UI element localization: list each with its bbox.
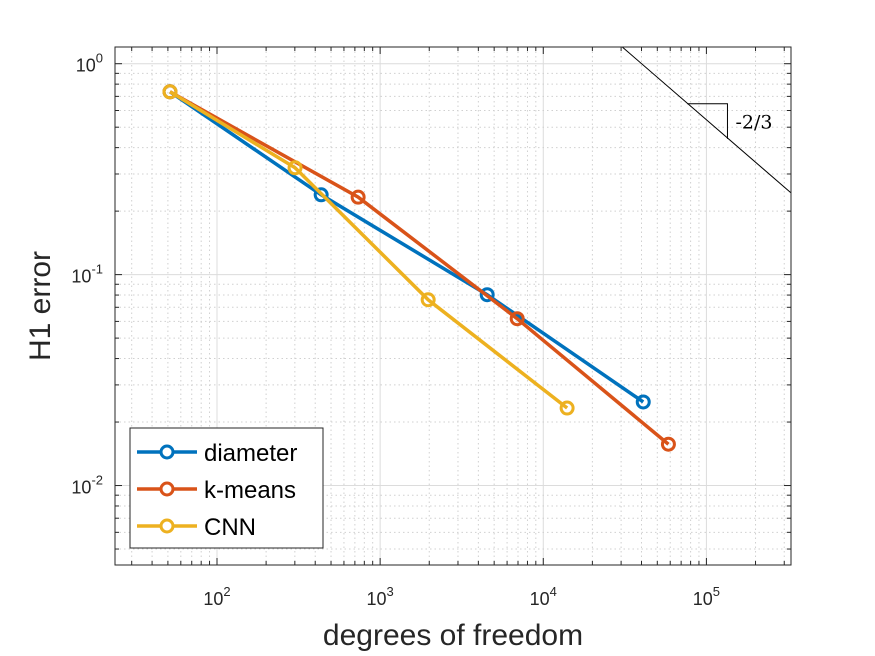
- data-point: [350, 189, 366, 205]
- y-tick-exponent: -1: [91, 262, 103, 277]
- data-point: [313, 187, 329, 203]
- y-tick-exponent: 0: [96, 51, 103, 66]
- data-point: [479, 287, 495, 303]
- x-tick-label: 104: [530, 584, 557, 609]
- grid: [115, 47, 791, 565]
- slope-annotation: -2/3: [621, 46, 792, 194]
- series-k-means: [162, 84, 676, 452]
- x-tick-exponent: 3: [387, 584, 394, 599]
- legend-item: CNN: [137, 514, 256, 541]
- y-tick-label: 10-1: [71, 262, 103, 287]
- data-point: [559, 400, 575, 416]
- slope-triangle: [687, 103, 728, 139]
- series-line: [169, 90, 670, 446]
- slope-label: -2/3: [735, 111, 772, 133]
- data-point: [509, 311, 525, 327]
- y-tick-base: 10: [71, 267, 91, 287]
- x-axis-label: degrees of freedom: [323, 619, 583, 652]
- series-line: [169, 90, 569, 410]
- x-tick-base: 10: [530, 589, 550, 609]
- legend-label: CNN: [204, 514, 256, 541]
- y-axis-label: H1 error: [24, 251, 57, 361]
- y-tick-label: 100: [76, 51, 103, 76]
- legend-label: diameter: [204, 440, 297, 467]
- legend-marker: [159, 518, 175, 534]
- x-tick-exponent: 4: [550, 584, 557, 599]
- data-point: [420, 292, 436, 308]
- series-cnn: [162, 84, 575, 416]
- x-tick-label: 102: [203, 584, 230, 609]
- data-point: [162, 84, 178, 100]
- x-tick-label: 105: [693, 584, 720, 609]
- x-tick-base: 10: [693, 589, 713, 609]
- axes-box: [114, 46, 792, 566]
- legend-marker: [159, 481, 175, 497]
- y-tick-label: 10-2: [71, 473, 103, 498]
- data-point: [635, 394, 651, 410]
- series-line: [169, 90, 645, 404]
- x-tick-exponent: 5: [713, 584, 720, 599]
- legend-marker: [159, 444, 175, 460]
- legend-label: k-means: [204, 477, 296, 504]
- y-tick-base: 10: [76, 56, 96, 76]
- x-tick-label: 103: [367, 584, 394, 609]
- x-tick-exponent: 2: [223, 584, 230, 599]
- y-tick-base: 10: [71, 478, 91, 498]
- reference-line: [621, 46, 792, 194]
- y-tick-exponent: -2: [91, 473, 103, 488]
- legend-item: diameter: [137, 440, 297, 467]
- x-tick-base: 10: [203, 589, 223, 609]
- data-point: [660, 436, 676, 452]
- x-tick-base: 10: [367, 589, 387, 609]
- data-point: [287, 160, 303, 176]
- legend: diameter k-means CNN: [129, 427, 324, 549]
- legend-item: k-means: [137, 477, 296, 504]
